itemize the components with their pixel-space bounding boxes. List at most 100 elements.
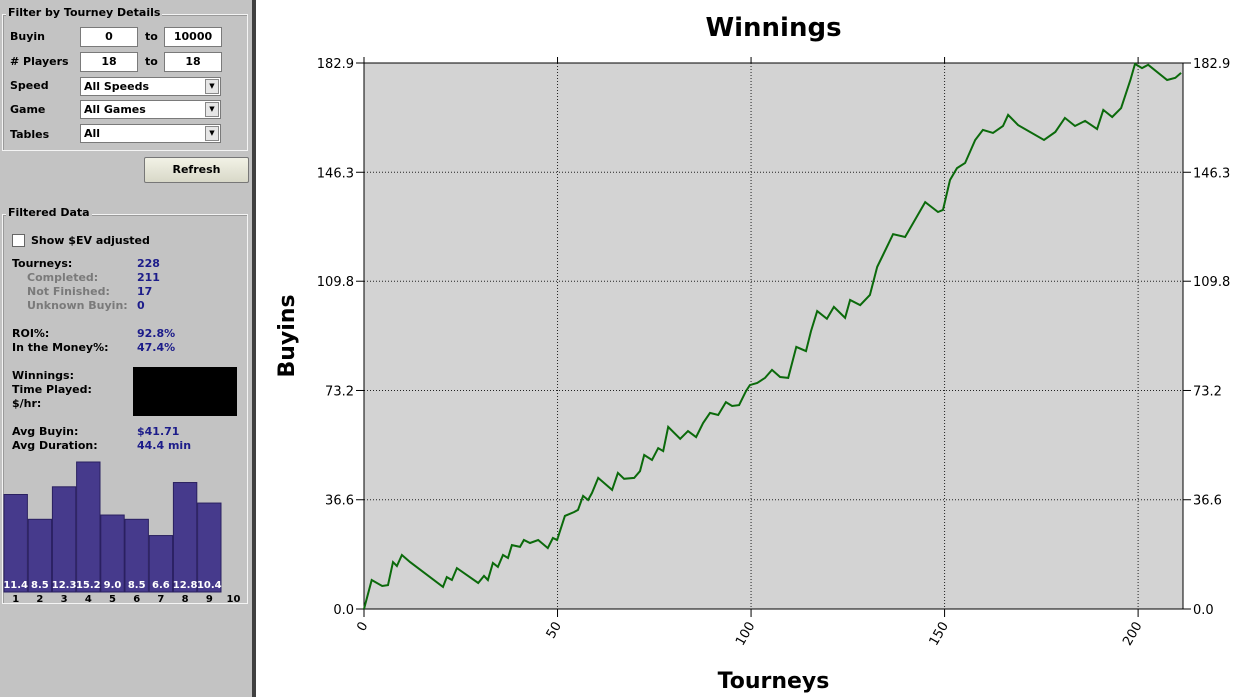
y2-tick-label: 146.3: [1193, 166, 1230, 181]
stat-label: Time Played:: [12, 383, 92, 396]
hidden-values: [133, 367, 237, 416]
stat-label: Completed:: [27, 271, 99, 284]
stat-label: $/hr:: [12, 397, 42, 410]
bar-label: 8.5: [128, 580, 146, 591]
range-label: # Players: [10, 55, 69, 68]
x-tick-label: 5: [109, 594, 116, 605]
stat-label: Unknown Buyin:: [27, 299, 128, 312]
select[interactable]: All Speeds ▼: [80, 77, 221, 96]
winnings-chart: Winnings Tourneys Buyins 0.0 0.0 36.6 36.6 73.2…: [275, 13, 1230, 694]
bar-label: 15.2: [76, 580, 101, 591]
select-value: All Games: [84, 103, 146, 116]
x-axis-label: Tourneys: [718, 669, 830, 694]
y2-tick-label: 182.9: [1193, 57, 1230, 72]
bar: [76, 461, 101, 593]
range-label: Buyin: [10, 30, 45, 43]
range-sep: to: [145, 30, 158, 43]
stat-label: ROI%:: [12, 327, 50, 340]
select[interactable]: All Games ▼: [80, 100, 221, 119]
select-value: All Speeds: [84, 80, 150, 93]
x-tick-label: 2: [36, 594, 43, 605]
x-tick-label: 50: [544, 620, 565, 642]
y2-tick-label: 0.0: [1193, 603, 1214, 618]
stat-label: Not Finished:: [27, 285, 110, 298]
checkbox-label: Show $EV adjusted: [31, 234, 150, 247]
stat-value: 92.8%: [137, 327, 176, 340]
x-tick-label: 9: [206, 594, 213, 605]
y-tick-label: 36.6: [325, 494, 354, 509]
y2-tick-label: 73.2: [1193, 384, 1222, 399]
chart-title: Winnings: [705, 13, 841, 43]
refresh-button[interactable]: Refresh: [144, 157, 249, 183]
y-tick-label: 182.9: [317, 57, 354, 72]
y2-tick-label: 36.6: [1193, 494, 1222, 509]
bar: [51, 486, 77, 593]
bar: [197, 502, 222, 593]
checkbox[interactable]: [12, 234, 25, 247]
dropdown-arrow[interactable]: ▼: [205, 102, 219, 117]
bar-label: 6.6: [152, 580, 170, 591]
stat-value: 0: [137, 299, 145, 312]
stat-label: Winnings:: [12, 369, 74, 382]
x-tick-label: 6: [133, 594, 140, 605]
filter-title: Filter by Tourney Details: [6, 6, 163, 19]
x-tick-label: 4: [85, 594, 92, 605]
stat-value: 47.4%: [137, 341, 176, 354]
divider: [252, 0, 256, 697]
bar: [27, 518, 53, 593]
x-tick-label: 150: [927, 620, 952, 649]
bar-label: 9.0: [104, 580, 122, 591]
y-axis-label: Buyins: [275, 294, 300, 377]
stat-value: $41.71: [137, 425, 180, 438]
range-sep: to: [145, 55, 158, 68]
filtered-box: [2, 214, 248, 604]
dropdown-arrow[interactable]: ▼: [205, 79, 219, 94]
x-tick-label: 3: [61, 594, 68, 605]
bar-label: 12.3: [52, 580, 77, 591]
y2-tick-label: 109.8: [1193, 275, 1230, 290]
sidebar: Filter by Tourney Details Buyin 0 to 100…: [0, 0, 252, 697]
plot-frame: [363, 62, 1184, 610]
stat-label: Avg Buyin:: [12, 425, 79, 438]
x-tick-label: 10: [227, 594, 241, 605]
stat-label: In the Money%:: [12, 341, 109, 354]
bar: [148, 535, 174, 593]
winnings-line: [363, 62, 1182, 610]
bar: [100, 514, 125, 593]
stat-value: 228: [137, 257, 160, 270]
select[interactable]: All ▼: [80, 124, 221, 143]
range-from[interactable]: 0: [80, 27, 138, 47]
select-label: Game: [10, 103, 46, 116]
filtered-title: Filtered Data: [6, 206, 92, 219]
stat-value: 17: [137, 285, 153, 298]
y-tick-label: 0.0: [333, 603, 354, 618]
x-tick-label: 7: [157, 594, 164, 605]
x-tick-label: 8: [182, 594, 189, 605]
bar-label: 12.8: [173, 580, 198, 591]
select-label: Tables: [10, 128, 50, 141]
finish-histogram: 1 11.4 2 8.5 3 12.3 4 15.2 5 9.0 6 8.5 7 6.6 8 12.8 9 10.…: [3, 461, 241, 605]
plot-area: [364, 63, 1183, 609]
stat-value: 211: [137, 271, 160, 284]
y-tick-label: 109.8: [317, 275, 354, 290]
y-tick-label: 146.3: [317, 166, 354, 181]
y-tick-label: 73.2: [325, 384, 354, 399]
x-tick-label: 200: [1120, 620, 1145, 649]
stat-label: Avg Duration:: [12, 439, 98, 452]
bar-label: 11.4: [3, 580, 28, 591]
select-label: Speed: [10, 79, 49, 92]
stat-value: 44.4 min: [137, 439, 192, 452]
x-tick-label: 0: [354, 620, 371, 635]
dropdown-arrow[interactable]: ▼: [205, 126, 219, 141]
range-to[interactable]: 10000: [164, 27, 222, 47]
bar: [3, 494, 28, 593]
bar: [124, 518, 149, 593]
bar-label: 8.5: [31, 580, 49, 591]
bar: [172, 482, 198, 593]
stat-label: Tourneys:: [12, 257, 73, 270]
x-tick-label: 1: [12, 594, 19, 605]
range-to[interactable]: 18: [164, 52, 222, 72]
range-from[interactable]: 18: [80, 52, 138, 72]
select-value: All: [84, 127, 101, 140]
